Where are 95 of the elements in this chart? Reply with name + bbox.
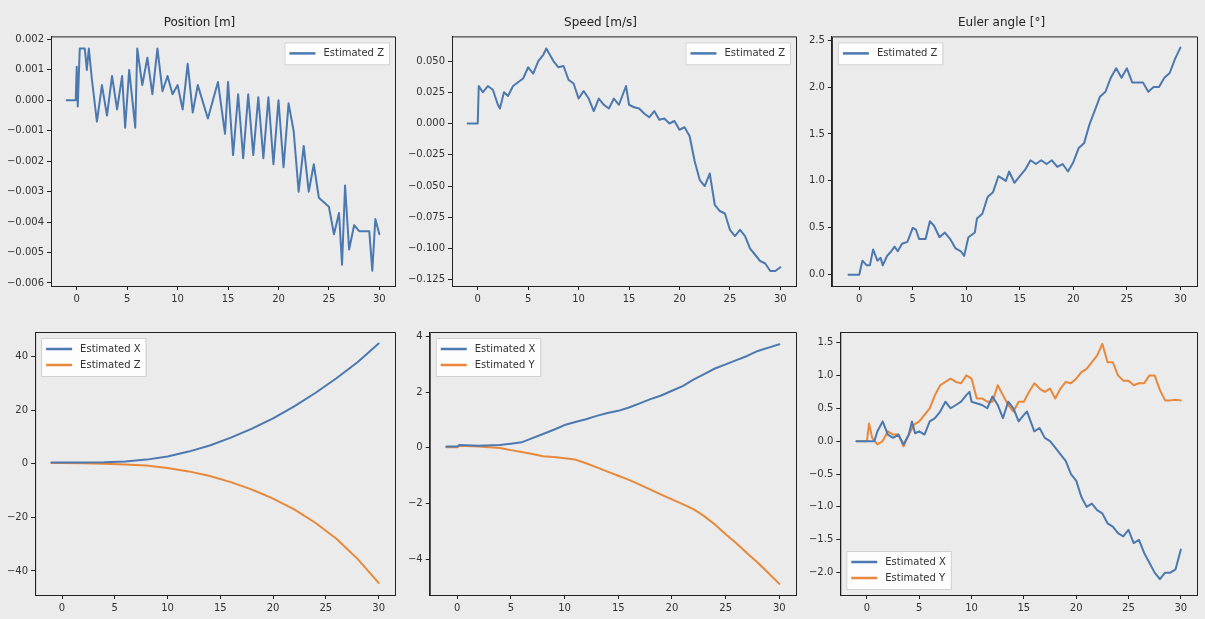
x-tick-label: 5 (909, 292, 916, 304)
y-tick-label: 20 (15, 403, 29, 415)
y-tick-label: 1.5 (809, 127, 825, 139)
x-tick-label: 30 (774, 292, 787, 304)
y-tick-label: 0.5 (809, 221, 825, 233)
y-tick-label: 0.0 (809, 268, 825, 280)
x-tick-label: 0 (73, 292, 80, 304)
x-tick-label: 25 (1120, 292, 1134, 304)
x-tick-label: 25 (322, 292, 336, 304)
x-tick-label: 15 (1013, 292, 1027, 304)
y-tick-label: −0.006 (6, 276, 45, 288)
x-tick-label: 5 (916, 601, 923, 613)
x-tick-label: 20 (272, 292, 285, 304)
y-tick-label: 0.0 (817, 434, 834, 446)
x-tick-label: 20 (673, 292, 686, 304)
y-tick-label: −4 (407, 552, 423, 564)
x-tick-label: 5 (111, 601, 118, 613)
y-tick-label: −0.025 (407, 148, 446, 160)
y-tick-label: 2.0 (809, 80, 825, 92)
x-tick-label: 20 (266, 601, 280, 613)
x-tick-label: 25 (1122, 601, 1135, 613)
legend-label: Estimated Y (474, 358, 536, 370)
x-tick-label: 20 (1069, 601, 1083, 613)
y-tick-label: −1.0 (808, 500, 834, 512)
x-tick-label: 30 (1174, 601, 1188, 613)
legend-label: Estimated Z (80, 358, 141, 370)
y-tick-label: 1.5 (817, 336, 834, 348)
y-tick-label: 0.001 (15, 63, 45, 75)
y-tick-label: 2.5 (809, 33, 825, 45)
y-tick-label: 40 (15, 350, 29, 362)
y-tick-label: −2.0 (808, 566, 834, 578)
x-tick-label: 25 (319, 601, 333, 613)
chart-title: Speed [m/s] (564, 15, 637, 30)
y-tick-label: −0.005 (6, 246, 45, 258)
y-tick-label: −0.001 (6, 124, 45, 136)
y-tick-label: 4 (416, 330, 423, 342)
legend-label: Estimated Z (724, 46, 786, 58)
y-tick-label: 0 (21, 457, 29, 469)
x-tick-label: 10 (558, 601, 571, 613)
y-tick-label: 1.0 (817, 368, 834, 380)
y-tick-label: 0.050 (416, 54, 446, 66)
y-tick-label: −20 (6, 511, 29, 522)
y-tick-label: 0.002 (15, 33, 45, 45)
x-tick-label: 10 (959, 292, 973, 304)
x-tick-label: 10 (572, 292, 585, 304)
y-tick-label: −0.100 (407, 242, 446, 254)
y-tick-label: −40 (6, 564, 29, 576)
y-tick-label: −0.004 (6, 215, 45, 227)
x-tick-label: 15 (1017, 601, 1031, 613)
x-tick-label: 10 (171, 292, 184, 304)
y-tick-label: −0.075 (407, 210, 446, 222)
x-tick-label: 30 (373, 292, 386, 304)
y-tick-label: −2 (407, 497, 423, 509)
x-tick-label: 30 (372, 601, 386, 613)
x-tick-label: 30 (772, 601, 786, 613)
legend-label: Estimated Z (323, 46, 385, 58)
legend-label: Estimated X (885, 555, 946, 567)
y-tick-label: 0.000 (416, 117, 446, 129)
y-tick-label: −0.050 (407, 179, 446, 191)
x-tick-label: 0 (863, 601, 871, 613)
x-tick-label: 5 (524, 292, 532, 304)
chart-title: Position [m] (163, 15, 236, 30)
x-tick-label: 0 (453, 601, 461, 613)
x-tick-label: 25 (723, 292, 737, 304)
legend-label: Estimated Y (885, 571, 946, 583)
x-tick-label: 15 (221, 292, 235, 304)
chart-title: Euler angle [°] (957, 15, 1046, 30)
x-tick-label: 10 (965, 601, 978, 613)
x-tick-label: 25 (719, 601, 733, 613)
x-tick-label: 15 (611, 601, 625, 613)
x-tick-label: 5 (507, 601, 515, 613)
x-tick-label: 0 (58, 601, 66, 613)
x-tick-label: 20 (665, 601, 679, 613)
legend-label: Estimated X (80, 342, 141, 354)
y-tick-label: 0.000 (15, 93, 45, 105)
x-tick-label: 30 (1174, 292, 1187, 304)
legend-label: Estimated X (474, 342, 536, 354)
x-tick-label: 0 (474, 292, 481, 304)
y-tick-label: 0.025 (416, 85, 446, 97)
y-tick-label: −0.125 (407, 273, 446, 285)
y-tick-label: −0.003 (6, 185, 45, 197)
x-tick-label: 20 (1066, 292, 1080, 304)
x-tick-label: 15 (622, 292, 636, 304)
y-tick-label: −0.002 (6, 154, 45, 166)
y-tick-label: 0.5 (817, 401, 834, 413)
x-tick-label: 15 (213, 601, 227, 613)
y-tick-label: 2 (416, 385, 423, 397)
y-tick-label: 1.0 (809, 174, 825, 186)
y-tick-label: −0.5 (808, 467, 834, 479)
legend-label: Estimated Z (876, 46, 938, 58)
y-tick-label: −1.5 (808, 533, 834, 545)
x-tick-label: 5 (123, 292, 131, 304)
y-tick-label: 0 (416, 441, 423, 453)
x-tick-label: 10 (161, 601, 174, 613)
x-tick-label: 0 (856, 292, 863, 304)
